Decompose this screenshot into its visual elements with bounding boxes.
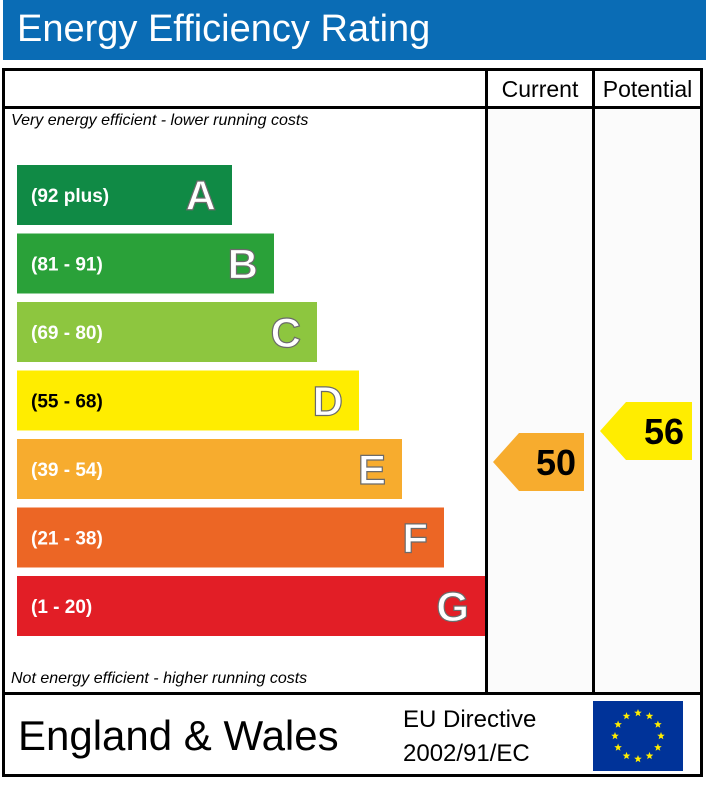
header-divider — [2, 106, 703, 109]
eu-star-icon — [634, 709, 642, 717]
band-range-f: (21 - 38) — [31, 529, 103, 550]
current-rating-value: 50 — [536, 442, 576, 483]
potential-rating-value: 56 — [644, 411, 684, 452]
eu-star-icon — [611, 732, 619, 740]
eu-star-icon — [645, 751, 654, 760]
directive-line-1: EU Directive — [403, 706, 537, 733]
eu-star-icon — [614, 743, 622, 751]
band-letter-c: C — [271, 309, 301, 356]
footer-region: England & Wales — [18, 712, 339, 759]
band-bar-f — [17, 507, 444, 568]
band-bar-d — [17, 370, 359, 431]
bottom-note: Not energy efficient - higher running co… — [11, 670, 308, 687]
current-rating-arrow — [493, 433, 584, 491]
header-bar: Energy Efficiency Rating — [3, 0, 706, 60]
potential-column-divider — [592, 68, 595, 695]
band-range-e: (39 - 54) — [31, 460, 103, 481]
current-column-bg — [488, 109, 592, 692]
eu-star-icon — [622, 751, 631, 760]
page-title: Energy Efficiency Rating — [17, 8, 431, 50]
footer-divider — [2, 692, 703, 695]
eu-flag-icon — [593, 701, 683, 771]
eu-star-icon — [622, 712, 631, 720]
eu-star-icon — [654, 720, 662, 728]
potential-column-bg — [595, 109, 700, 692]
rating-table — [2, 68, 703, 777]
eu-star-icon — [634, 755, 642, 763]
band-letter-g: G — [436, 583, 469, 630]
directive-line-2: 2002/91/EC — [403, 740, 530, 767]
band-letter-a: A — [186, 172, 216, 219]
eu-star-icon — [657, 732, 665, 740]
current-column-header: Current — [501, 76, 579, 102]
eu-star-icon — [645, 712, 654, 720]
band-bar-e — [17, 439, 402, 499]
band-bar-c — [17, 302, 317, 362]
band-letter-d: D — [313, 378, 343, 425]
eu-star-icon — [614, 720, 622, 728]
top-note: Very energy efficient - lower running co… — [11, 112, 309, 129]
band-range-d: (55 - 68) — [31, 392, 103, 413]
band-bar-g — [17, 576, 485, 636]
band-range-a: (92 plus) — [31, 186, 109, 207]
band-bar-b — [17, 233, 274, 294]
band-letter-b: B — [228, 241, 258, 288]
potential-rating-arrow — [600, 402, 692, 460]
potential-column-header: Potential — [602, 76, 693, 102]
band-letter-e: E — [358, 446, 386, 493]
band-range-g: (1 - 20) — [31, 597, 92, 618]
band-letter-f: F — [402, 515, 428, 562]
band-bar-a — [17, 165, 232, 225]
band-range-b: (81 - 91) — [31, 255, 103, 276]
footer-directive: EU Directive 2002/91/EC — [403, 703, 536, 771]
band-range-c: (69 - 80) — [31, 323, 103, 344]
current-column-divider — [485, 68, 488, 695]
eu-star-icon — [654, 743, 662, 751]
